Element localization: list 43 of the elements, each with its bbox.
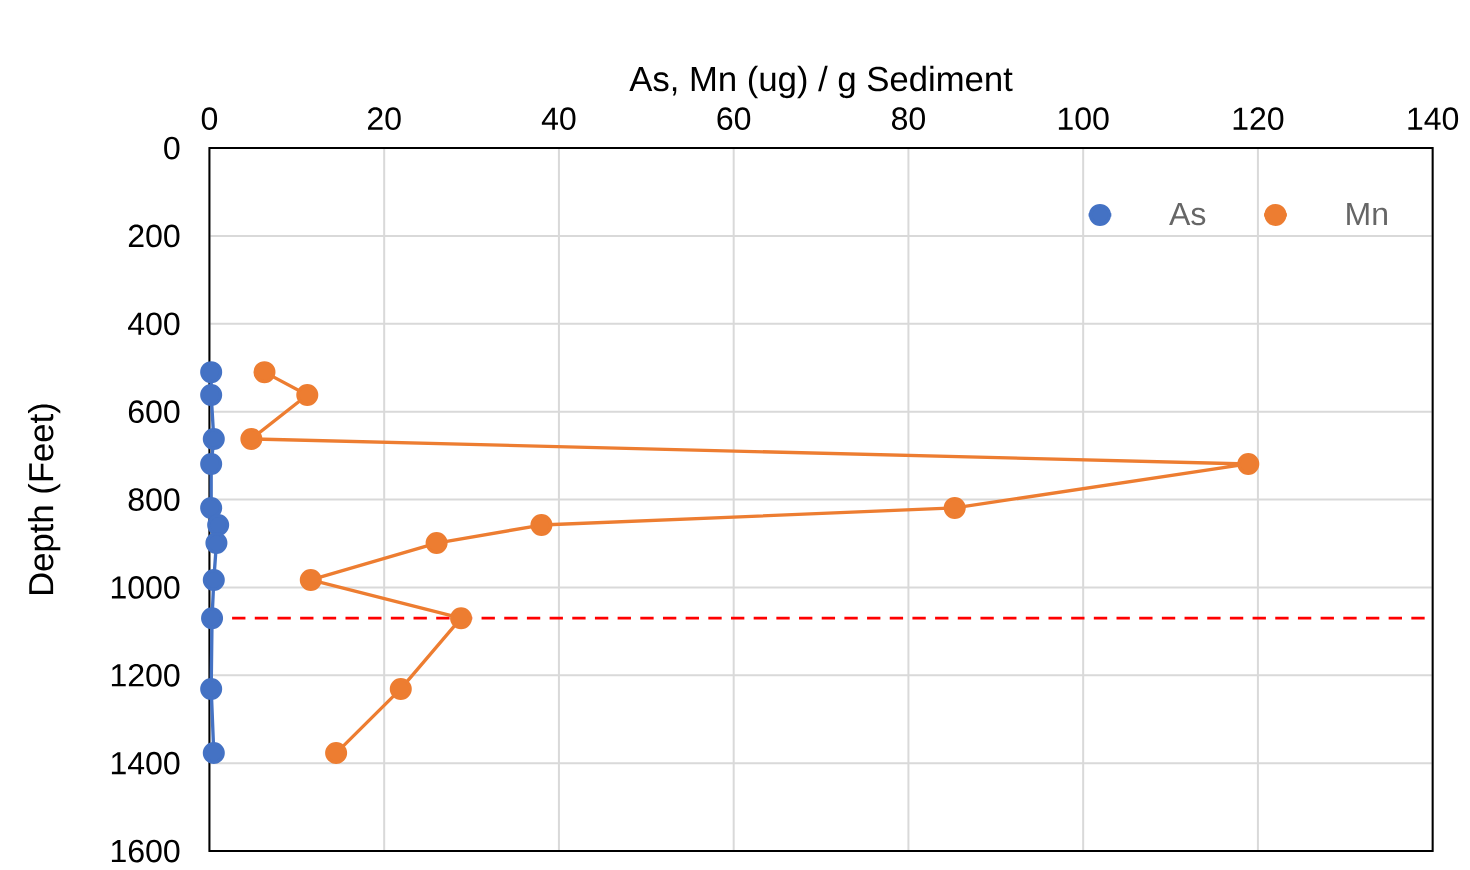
y-tick-label: 1000	[111, 576, 180, 599]
point	[207, 514, 230, 537]
y-tick-label: 0	[164, 136, 180, 160]
point	[296, 384, 319, 407]
y-tick-label: 1400	[111, 752, 180, 775]
point	[425, 532, 448, 555]
legend-label: As	[1169, 203, 1206, 226]
point	[530, 514, 553, 537]
x-tick-label: 20	[367, 107, 401, 131]
point	[200, 678, 223, 701]
x-axis-title: As, Mn (ug) / g Sediment	[629, 66, 1013, 99]
y-tick-label: 1200	[111, 664, 180, 687]
point	[201, 607, 224, 630]
point	[200, 497, 223, 520]
y-tick-label: 400	[128, 312, 180, 336]
point	[200, 361, 223, 384]
point	[200, 384, 223, 407]
point	[202, 569, 225, 592]
point	[325, 742, 348, 765]
point	[299, 569, 322, 592]
point	[253, 361, 276, 384]
x-tick-label: 60	[717, 107, 751, 131]
y-axis-title: Depth (Feet)	[27, 404, 61, 595]
y-tick-label: 600	[128, 400, 180, 424]
x-tick-label: 80	[891, 107, 925, 131]
point	[1237, 453, 1260, 476]
legend-label: Mn	[1347, 203, 1387, 226]
x-tick-label: 120	[1233, 107, 1284, 131]
x-tick-label: 140	[1408, 107, 1459, 131]
point	[943, 497, 966, 520]
point	[202, 428, 225, 451]
y-tick-label: 1600	[111, 839, 180, 863]
point	[200, 453, 223, 476]
point	[450, 607, 473, 630]
point	[240, 428, 263, 451]
y-tick-label: 200	[128, 224, 180, 248]
x-tick-label: 0	[201, 107, 218, 131]
y-tick-label: 800	[128, 488, 180, 512]
point	[202, 742, 225, 765]
point	[205, 532, 228, 555]
x-tick-label: 100	[1058, 107, 1109, 131]
point	[389, 678, 412, 701]
x-tick-label: 40	[541, 107, 576, 131]
